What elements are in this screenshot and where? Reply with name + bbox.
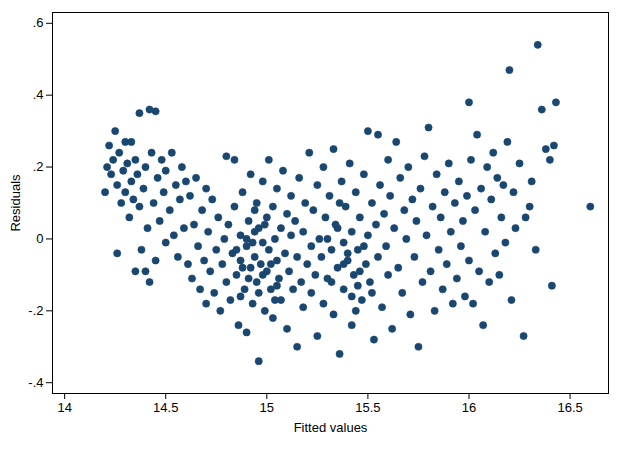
svg-text:16: 16	[462, 400, 476, 415]
svg-text:Fitted values: Fitted values	[294, 420, 368, 435]
svg-text:14.5: 14.5	[153, 400, 178, 415]
svg-text:16.5: 16.5	[557, 400, 582, 415]
svg-text:-.4: -.4	[28, 375, 43, 390]
svg-text:Residuals: Residuals	[8, 174, 23, 232]
svg-text:0: 0	[36, 231, 43, 246]
svg-text:-.2: -.2	[28, 303, 43, 318]
svg-text:.4: .4	[33, 87, 44, 102]
svg-text:15.5: 15.5	[355, 400, 380, 415]
svg-text:.6: .6	[33, 15, 44, 30]
svg-text:14: 14	[57, 400, 71, 415]
svg-text:.2: .2	[33, 159, 44, 174]
svg-text:15: 15	[260, 400, 274, 415]
